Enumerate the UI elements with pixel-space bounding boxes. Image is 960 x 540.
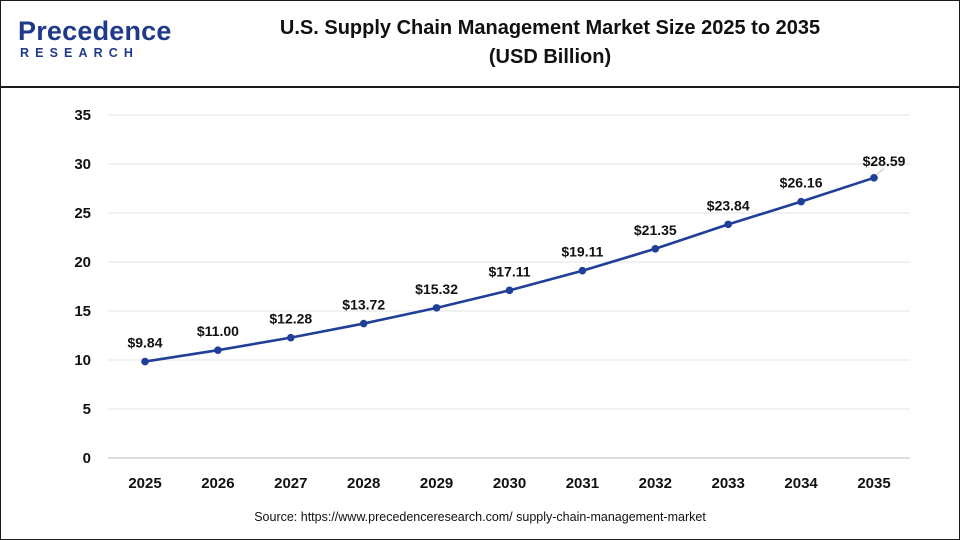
data-point xyxy=(578,266,587,275)
x-tick-label: 2026 xyxy=(201,475,234,492)
data-label: $9.84 xyxy=(127,335,162,351)
x-tick-label: 2035 xyxy=(857,475,890,492)
data-point xyxy=(287,333,295,342)
x-tick-label: 2033 xyxy=(712,475,745,492)
data-point xyxy=(724,220,732,229)
data-point xyxy=(870,174,878,182)
brand-logo: Precedence RESEARCH xyxy=(18,16,171,66)
y-tick-label: 20 xyxy=(74,254,91,271)
x-tick-label: 2034 xyxy=(784,475,818,492)
data-label: $23.84 xyxy=(707,197,750,213)
data-label: $19.11 xyxy=(561,244,603,260)
source-note: Source: https://www.precedenceresearch.c… xyxy=(254,510,706,524)
title-line-1: U.S. Supply Chain Management Market Size… xyxy=(279,17,821,39)
x-tick-label: 2028 xyxy=(347,475,380,492)
data-label: $17.11 xyxy=(488,263,530,279)
data-label: $26.16 xyxy=(780,175,823,191)
logo-wordmark: Precedence xyxy=(18,16,172,46)
data-label: $13.72 xyxy=(342,297,385,313)
data-point xyxy=(651,244,660,253)
data-label: $12.28 xyxy=(269,311,312,327)
data-label-leader xyxy=(875,168,885,176)
x-tick-label: 2025 xyxy=(128,475,161,492)
x-tick-label: 2032 xyxy=(639,475,672,492)
data-point xyxy=(797,197,805,206)
data-point xyxy=(214,346,222,355)
data-point xyxy=(141,357,149,366)
y-tick-label: 5 xyxy=(83,401,91,418)
y-tick-label: 10 xyxy=(74,352,91,369)
y-tick-label: 15 xyxy=(74,303,91,320)
x-tick-label: 2029 xyxy=(420,475,453,492)
y-tick-label: 25 xyxy=(74,205,91,222)
data-label: $11.00 xyxy=(197,323,239,339)
data-point xyxy=(505,286,514,295)
grid-lines xyxy=(108,114,910,459)
data-label: $21.35 xyxy=(634,222,677,238)
data-labels: $9.84 $11.00 $12.28 $13.72 $15.32 $17.11 $19.1… xyxy=(127,153,905,351)
data-point xyxy=(432,304,441,312)
x-tick-label: 2031 xyxy=(566,475,599,492)
data-point xyxy=(359,319,368,328)
title-line-2: (USD Billion) xyxy=(488,46,612,68)
data-label: $28.59 xyxy=(863,153,906,169)
y-tick-label: 30 xyxy=(74,156,91,173)
x-tick-label: 2027 xyxy=(274,475,307,492)
logo-subtext: RESEARCH xyxy=(20,46,139,60)
series-layer xyxy=(141,174,878,366)
header: Precedence RESEARCH U.S. Supply Chain Ma… xyxy=(0,0,960,88)
y-tick-label: 35 xyxy=(74,107,91,124)
chart-title: U.S. Supply Chain Management Market Size… xyxy=(200,14,900,72)
x-axis: 2025 2026 2027 2028 2029 2030 2031 2032 2033 2034… xyxy=(128,475,890,492)
y-tick-label: 0 xyxy=(83,450,91,467)
data-label: $15.32 xyxy=(415,281,458,297)
x-tick-label: 2030 xyxy=(493,475,526,492)
y-axis: 0 5 10 15 20 25 30 35 xyxy=(74,107,91,467)
